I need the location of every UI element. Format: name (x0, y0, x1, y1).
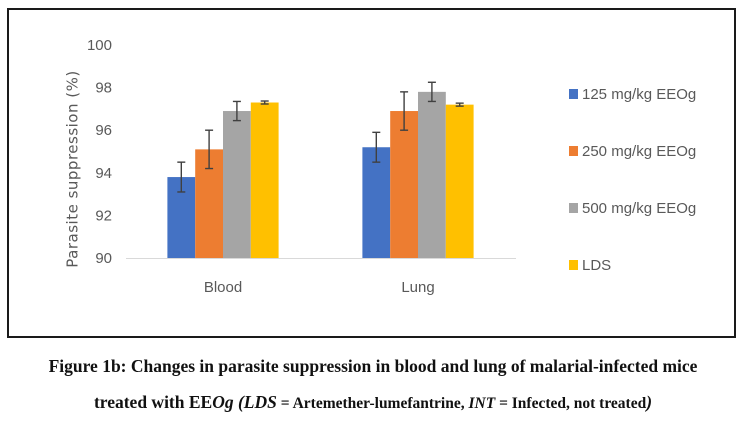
chart-frame: 90 92 94 96 98 100 Blood Lung Parasite suppres… (7, 8, 736, 338)
legend-swatch (569, 89, 578, 99)
category-labels: Blood Lung (204, 279, 435, 296)
caption-italic-text: ) (646, 392, 653, 412)
legend-swatch (569, 203, 578, 213)
bar (250, 102, 279, 258)
y-tick-label: 92 (95, 207, 112, 224)
caption-italic-text: Og (LDS (212, 392, 277, 412)
legend-swatch (569, 146, 578, 156)
bars (167, 91, 474, 258)
legend-label: LDS (582, 257, 611, 274)
caption-italic-text: INT (468, 395, 496, 412)
caption-line-2: treated with EEOg (LDS = Artemether-lume… (0, 384, 746, 422)
y-tick-label: 100 (87, 37, 112, 54)
category-label: Blood (204, 279, 242, 296)
legend-label: 125 mg/kg EEOg (582, 86, 696, 103)
caption-line-1: Figure 1b: Changes in parasite suppressi… (48, 356, 698, 376)
figure-caption: Figure 1b: Changes in parasite suppressi… (0, 348, 746, 422)
bar (445, 104, 474, 258)
caption-text: = Artemether-lumefantrine, (276, 395, 469, 412)
bar (223, 111, 251, 258)
y-tick-label: 90 (95, 250, 112, 267)
y-tick-label: 94 (95, 165, 112, 182)
bar-chart: 90 92 94 96 98 100 Blood Lung Parasite suppres… (64, 37, 697, 296)
bar (390, 111, 418, 258)
legend: 125 mg/kg EEOg 250 mg/kg EEOg 500 mg/kg EE… (569, 86, 696, 274)
caption-text: treated with EE (93, 392, 213, 412)
y-tick-label: 98 (95, 80, 112, 97)
y-axis-ticks: 90 92 94 96 98 100 (87, 37, 112, 267)
y-axis-title: Parasite suppression (%) (64, 70, 82, 267)
y-tick-label: 96 (95, 122, 112, 139)
bar (362, 147, 391, 258)
legend-label: 250 mg/kg EEOg (582, 143, 696, 160)
category-label: Lung (401, 279, 434, 296)
caption-text: = Infected, not treated (495, 395, 647, 412)
legend-swatch (569, 260, 578, 270)
bar (418, 91, 446, 258)
legend-label: 500 mg/kg EEOg (582, 200, 696, 217)
error-bars (177, 81, 464, 193)
